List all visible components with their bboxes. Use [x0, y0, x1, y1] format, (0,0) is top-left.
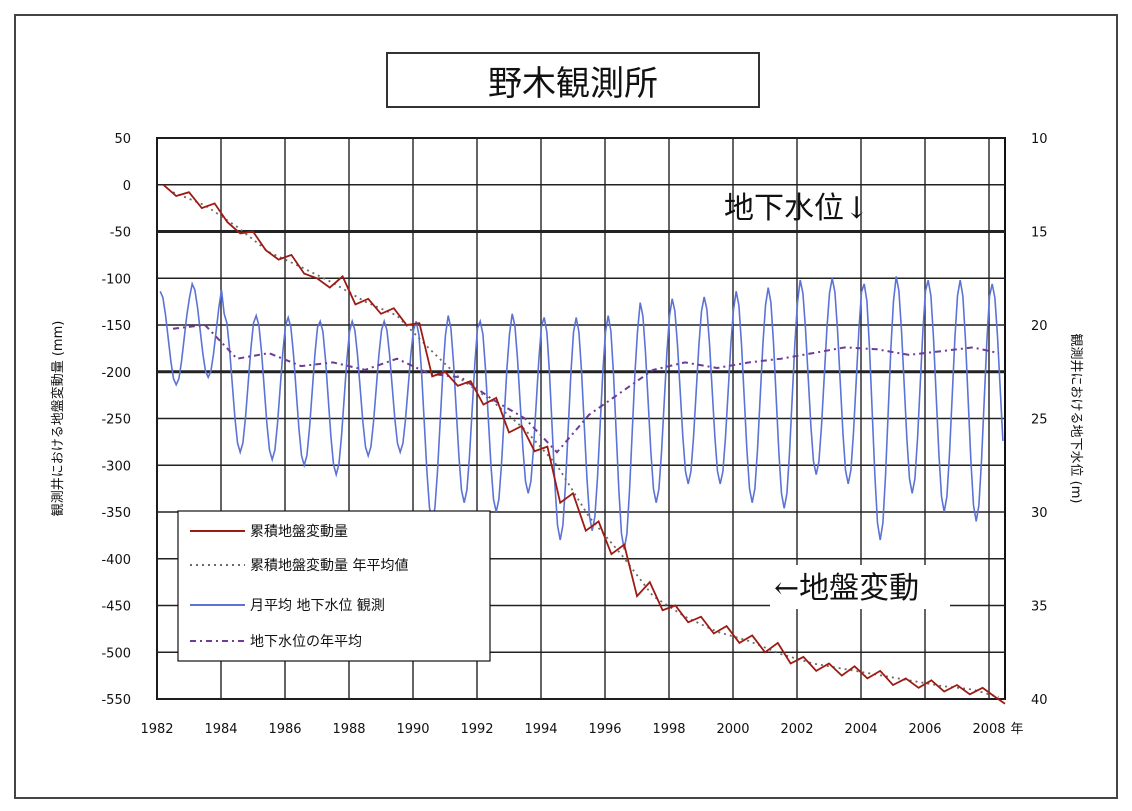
y-right-tick-label: 40 — [1031, 693, 1048, 708]
figure-frame — [14, 14, 1118, 799]
x-tick-label: 1998 — [652, 722, 685, 737]
x-tick-label: 2006 — [908, 722, 941, 737]
y-left-tick-label: 0 — [123, 179, 131, 194]
y-left-tick-label: -50 — [110, 226, 131, 241]
x-tick-label: 1992 — [460, 722, 493, 737]
x-tick-label: 1984 — [204, 722, 237, 737]
x-axis-unit: 年 — [1010, 722, 1023, 737]
y-left-tick-label: -250 — [101, 413, 131, 428]
y-right-tick-label: 15 — [1031, 226, 1048, 241]
y-left-tick-label: -200 — [101, 366, 131, 381]
x-tick-label: 2002 — [780, 722, 813, 737]
y-left-tick-label: 50 — [114, 132, 131, 147]
legend-label: 月平均 地下水位 観測 — [250, 597, 385, 614]
y-left-tick-label: -450 — [101, 600, 131, 615]
y-left-tick-label: -300 — [101, 459, 131, 474]
legend-label: 累積地盤変動量 年平均値 — [250, 557, 408, 574]
legend-label: 累積地盤変動量 — [250, 523, 348, 540]
y-left-tick-label: -350 — [101, 506, 131, 521]
series-subsidence-cumulative — [162, 184, 1006, 705]
x-tick-label: 2008 — [972, 722, 1005, 737]
series-groundwater-annual-mean — [172, 323, 999, 454]
chart-title: 野木観測所 — [386, 52, 760, 108]
y-left-tick-label: -100 — [101, 272, 131, 287]
annotation-groundwater: 地下水位↓ — [724, 191, 869, 226]
x-tick-label: 1982 — [140, 722, 173, 737]
y-left-tick-label: -550 — [101, 693, 131, 708]
annotation-subsidence-bg — [770, 565, 950, 609]
y-right-tick-label: 25 — [1031, 413, 1048, 428]
y-right-tick-label: 20 — [1031, 319, 1048, 334]
y-right-tick-label: 30 — [1031, 506, 1048, 521]
y-left-tick-label: -400 — [101, 553, 131, 568]
x-tick-label: 1986 — [268, 722, 301, 737]
x-tick-label: 1994 — [524, 722, 557, 737]
x-tick-label: 2000 — [716, 722, 749, 737]
legend-box — [177, 510, 491, 662]
y-right-axis-label: 観測井における地下水位 (m) — [1068, 334, 1083, 504]
x-tick-label: 2004 — [844, 722, 877, 737]
y-left-tick-label: -150 — [101, 319, 131, 334]
series-groundwater-monthly — [159, 276, 1004, 550]
y-right-tick-label: 10 — [1031, 132, 1048, 147]
y-left-axis-label: 観測井における地盤変動量 (mm) — [50, 321, 66, 517]
y-right-tick-label: 35 — [1031, 600, 1048, 615]
x-tick-label: 1990 — [396, 722, 429, 737]
x-tick-label: 1996 — [588, 722, 621, 737]
legend-label: 地下水位の年平均 — [250, 634, 362, 650]
y-left-tick-label: -500 — [101, 646, 131, 661]
annotation-subsidence: ←地盤変動 — [774, 571, 919, 606]
x-tick-label: 1988 — [332, 722, 365, 737]
